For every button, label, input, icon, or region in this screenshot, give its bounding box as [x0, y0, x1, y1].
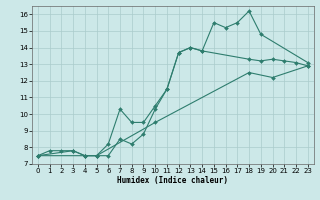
X-axis label: Humidex (Indice chaleur): Humidex (Indice chaleur): [117, 176, 228, 185]
